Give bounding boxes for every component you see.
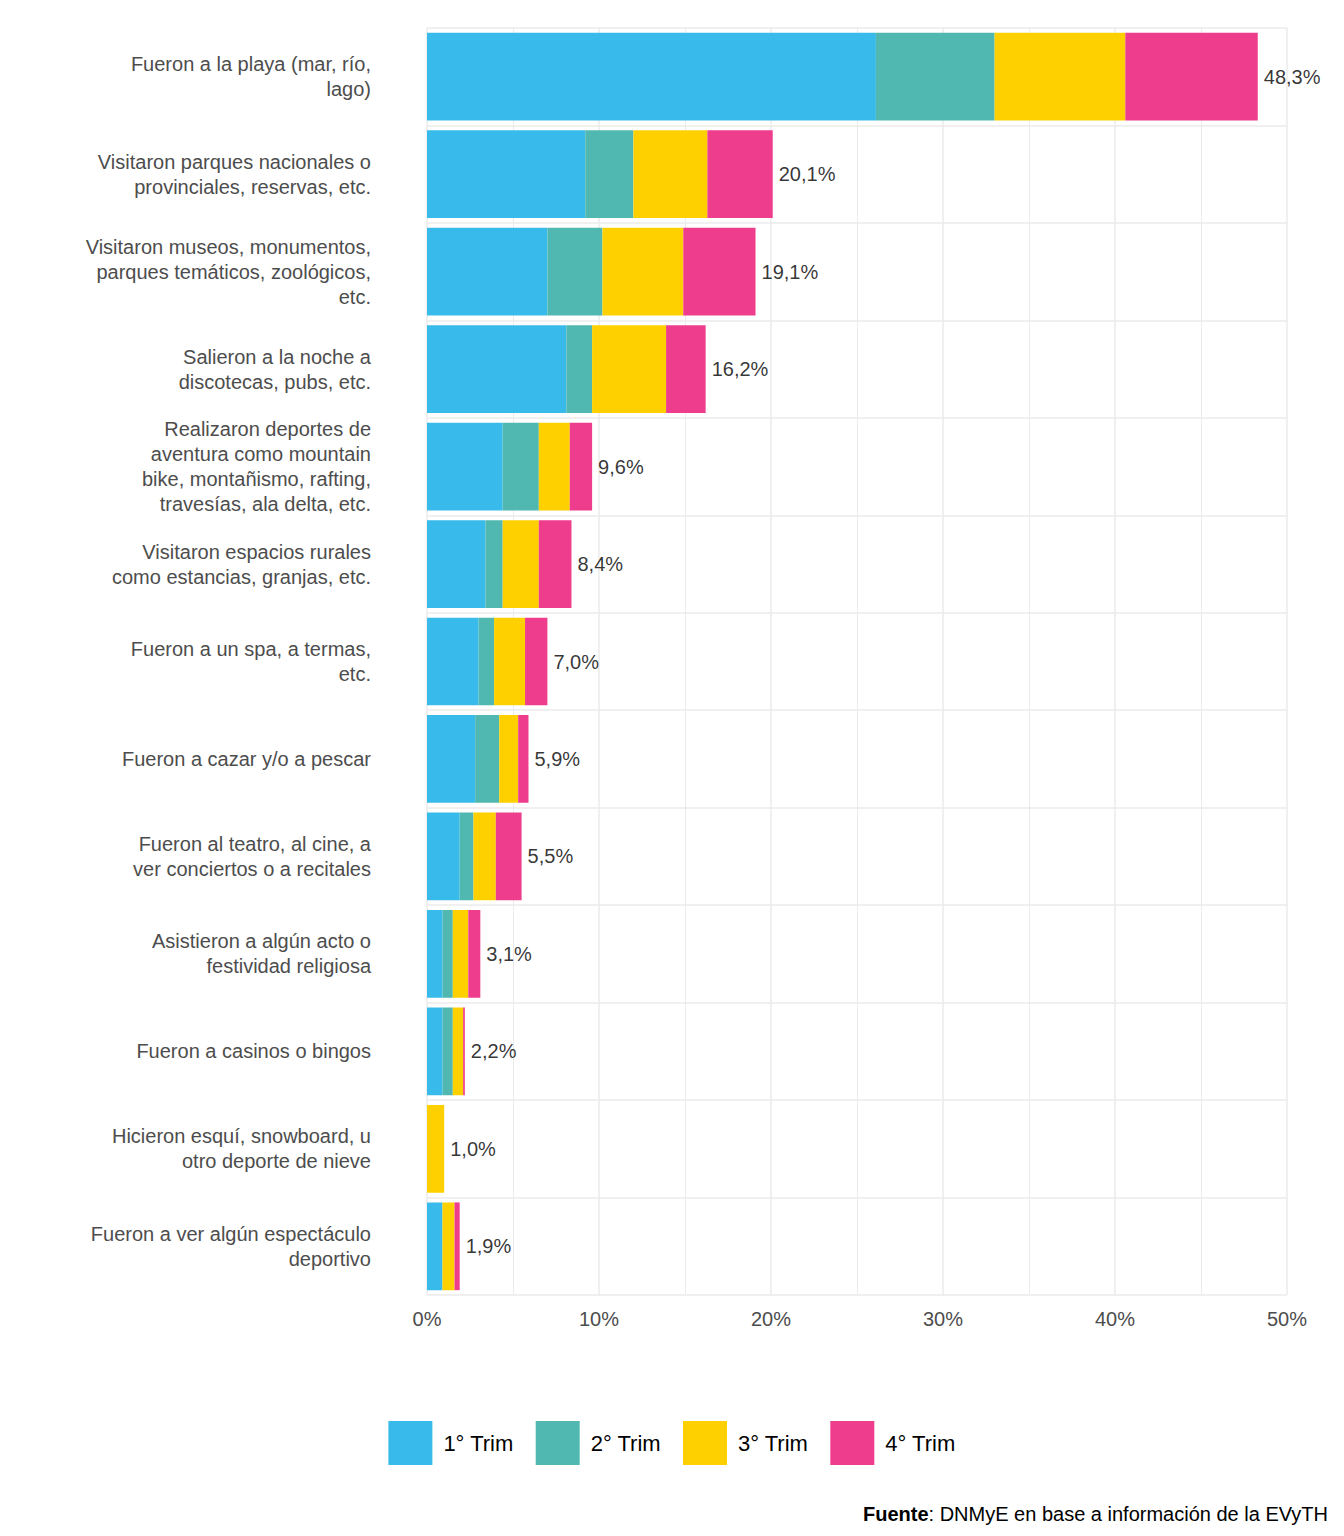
svg-text:: DNMyE en base a información: : DNMyE en base a información de la EVyT… [929, 1503, 1328, 1525]
svg-text:2,2%: 2,2% [471, 1040, 517, 1062]
svg-text:5,9%: 5,9% [534, 748, 580, 770]
svg-text:discotecas, pubs, etc.: discotecas, pubs, etc. [179, 371, 371, 393]
svg-text:otro deporte de nieve: otro deporte de nieve [182, 1150, 371, 1172]
svg-text:1,9%: 1,9% [466, 1235, 512, 1257]
svg-text:0%: 0% [413, 1308, 442, 1330]
svg-text:deportivo: deportivo [289, 1248, 371, 1270]
svg-text:5,5%: 5,5% [528, 845, 574, 867]
svg-text:2° Trim: 2° Trim [591, 1431, 661, 1456]
svg-text:Visitaron parques nacionales o: Visitaron parques nacionales o [98, 151, 371, 173]
svg-text:bike, montañismo, rafting,: bike, montañismo, rafting, [142, 468, 371, 490]
svg-text:aventura como mountain: aventura como mountain [151, 443, 371, 465]
svg-text:7,0%: 7,0% [553, 651, 599, 673]
svg-text:Fueron a casinos o bingos: Fueron a casinos o bingos [136, 1040, 371, 1062]
svg-text:8,4%: 8,4% [577, 553, 623, 575]
svg-text:Fueron a un spa, a termas,: Fueron a un spa, a termas, [131, 638, 371, 660]
svg-text:etc.: etc. [339, 286, 371, 308]
svg-text:50%: 50% [1267, 1308, 1307, 1330]
svg-text:3° Trim: 3° Trim [738, 1431, 808, 1456]
svg-text:Hicieron esquí, snowboard, u: Hicieron esquí, snowboard, u [112, 1125, 371, 1147]
svg-text:10%: 10% [579, 1308, 619, 1330]
svg-text:festividad religiosa: festividad religiosa [206, 955, 371, 977]
svg-text:parques temáticos, zoológicos,: parques temáticos, zoológicos, [96, 261, 371, 283]
svg-text:Fuente: Fuente [863, 1503, 929, 1525]
svg-text:Asistieron a algún acto o: Asistieron a algún acto o [152, 930, 371, 952]
svg-text:ver conciertos o a recitales: ver conciertos o a recitales [133, 858, 371, 880]
svg-text:19,1%: 19,1% [762, 261, 819, 283]
svg-text:4° Trim: 4° Trim [885, 1431, 955, 1456]
svg-text:20,1%: 20,1% [779, 163, 836, 185]
svg-text:travesías, ala delta, etc.: travesías, ala delta, etc. [160, 493, 371, 515]
svg-text:Fueron a cazar y/o a pescar: Fueron a cazar y/o a pescar [122, 748, 371, 770]
svg-text:9,6%: 9,6% [598, 456, 644, 478]
svg-text:como estancias, granjas, etc.: como estancias, granjas, etc. [112, 566, 371, 588]
svg-text:48,3%: 48,3% [1264, 66, 1321, 88]
svg-text:etc.: etc. [339, 663, 371, 685]
svg-text:Visitaron museos, monumentos,: Visitaron museos, monumentos, [86, 236, 371, 258]
svg-text:20%: 20% [751, 1308, 791, 1330]
svg-text:3,1%: 3,1% [486, 943, 532, 965]
svg-text:30%: 30% [923, 1308, 963, 1330]
svg-text:40%: 40% [1095, 1308, 1135, 1330]
svg-text:16,2%: 16,2% [712, 358, 769, 380]
svg-text:Fueron a ver algún espectáculo: Fueron a ver algún espectáculo [91, 1223, 371, 1245]
svg-text:lago): lago) [327, 78, 371, 100]
svg-text:Fueron al teatro, al cine, a: Fueron al teatro, al cine, a [139, 833, 372, 855]
svg-text:Realizaron deportes de: Realizaron deportes de [164, 418, 371, 440]
svg-text:1,0%: 1,0% [450, 1138, 496, 1160]
svg-text:Salieron a la noche a: Salieron a la noche a [183, 346, 372, 368]
svg-text:1° Trim: 1° Trim [443, 1431, 513, 1456]
svg-text:Visitaron espacios rurales: Visitaron espacios rurales [142, 541, 371, 563]
svg-text:provinciales, reservas, etc.: provinciales, reservas, etc. [134, 176, 371, 198]
svg-text:Fueron a la playa (mar, río,: Fueron a la playa (mar, río, [131, 53, 371, 75]
